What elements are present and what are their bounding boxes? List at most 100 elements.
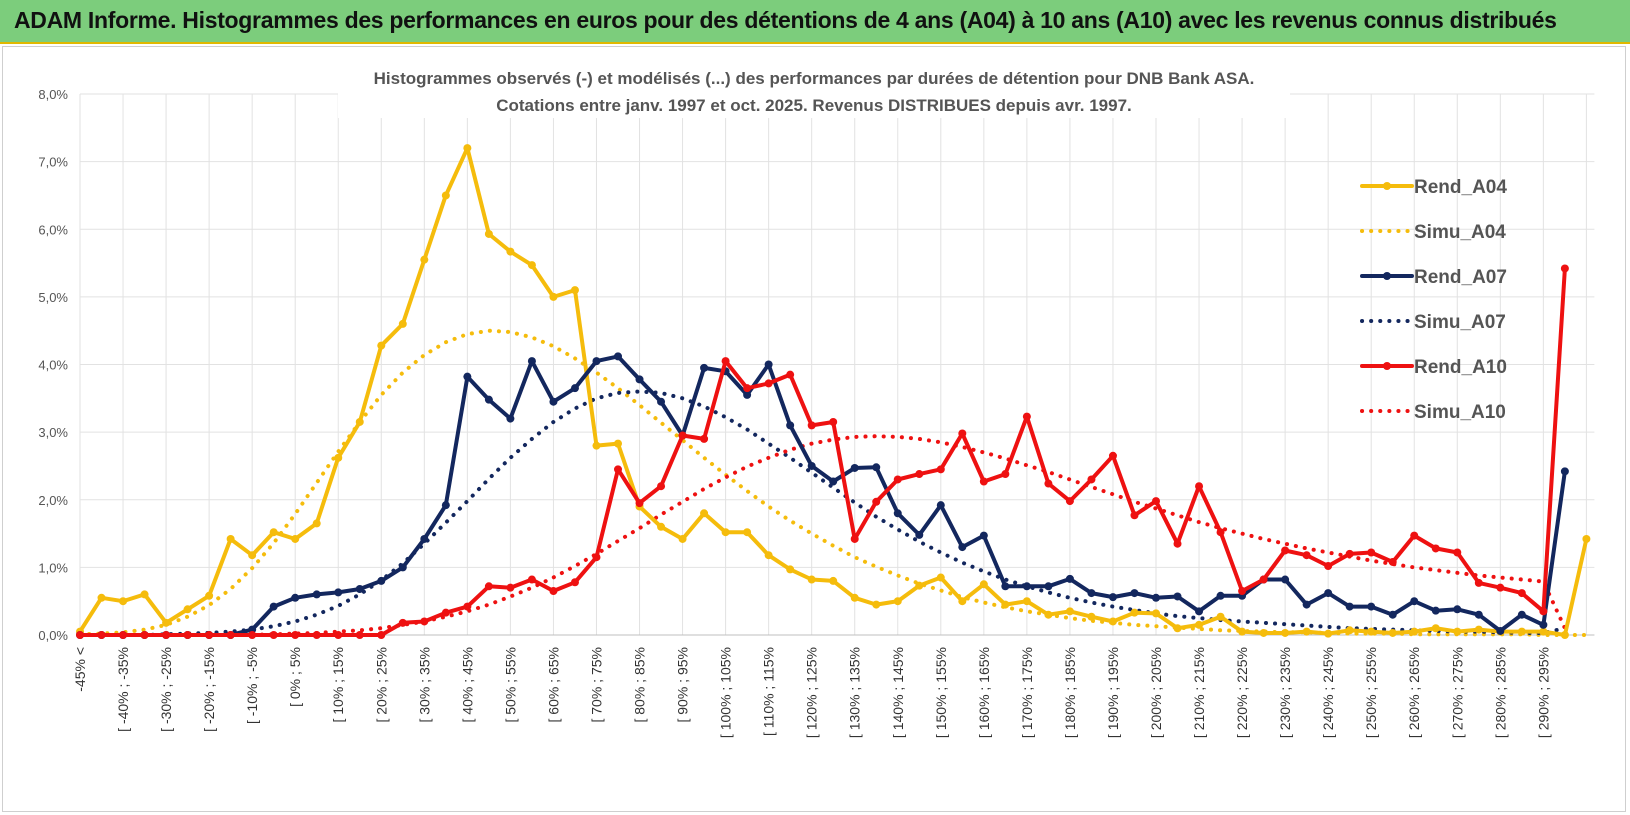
data-point-rend-a07 [355,585,364,594]
data-point-rend-a07 [936,501,945,510]
data-point-rend-a10 [1431,544,1440,553]
x-tick-label: [ 230% ; 235% [1277,647,1293,738]
data-point-rend-a10 [570,578,579,587]
data-point-rend-a04 [291,534,300,543]
data-point-rend-a07 [1281,575,1290,584]
data-point-rend-a10 [1474,578,1483,587]
series-line-rend-a10 [78,266,1567,637]
data-point-rend-a04 [979,580,988,589]
data-point-rend-a10 [1130,511,1139,520]
data-point-rend-a04 [1108,617,1117,626]
data-point-rend-a07 [1410,597,1419,606]
legend: Rend_A04 Simu_A04 Rend_A07 Simu_A07 Rend_A10… [1360,177,1507,423]
x-tick-label: [ 220% ; 225% [1234,647,1250,738]
data-point-rend-a04 [463,144,472,153]
data-point-rend-a04 [657,522,666,531]
data-point-rend-a10 [1302,551,1311,560]
data-point-rend-a04 [527,261,536,270]
data-point-rend-a04 [1582,534,1591,543]
data-point-rend-a10 [958,429,967,438]
x-tick-label: [ 30% ; 35% [416,647,432,723]
data-point-rend-a10 [936,465,945,474]
data-point-rend-a04 [377,341,386,350]
data-point-rend-a10 [678,431,687,440]
series-line-simu-a07 [78,389,1567,637]
data-point-rend-a10 [1173,539,1182,548]
title-background [338,64,1290,118]
data-point-rend-a07 [269,602,278,611]
data-point-rend-a07 [700,363,709,372]
data-point-rend-a10 [140,631,149,639]
data-point-rend-a04 [1001,600,1010,609]
data-point-rend-a07 [570,384,579,393]
data-point-rend-a10 [1517,589,1526,598]
data-point-rend-a04 [1130,608,1139,617]
data-point-rend-a07 [549,397,558,406]
data-point-rend-a07 [592,357,601,366]
data-point-rend-a07 [850,463,859,472]
data-point-rend-a04 [1474,625,1483,634]
data-point-rend-a07 [1022,582,1031,591]
data-point-rend-a10 [1022,412,1031,421]
data-point-rend-a04 [248,551,257,560]
data-point-rend-a07 [1560,467,1569,476]
data-point-rend-a04 [398,319,407,328]
data-point-rend-a04 [786,565,795,574]
data-point-rend-a04 [1517,627,1526,636]
data-point-rend-a07 [1216,591,1225,600]
data-point-rend-a10 [807,421,816,430]
x-tick-label: [ 190% ; 195% [1105,647,1121,738]
data-point-rend-a04 [140,590,149,599]
legend-marker [1383,182,1391,190]
x-tick-label: [ 50% ; 55% [502,647,518,723]
data-point-rend-a10 [183,631,192,639]
data-point-rend-a04 [1324,629,1333,638]
x-tick-label: [ 240% ; 245% [1320,647,1336,738]
data-point-rend-a04 [441,191,450,200]
data-point-rend-a04 [1539,627,1548,636]
data-point-rend-a07 [915,530,924,539]
data-point-rend-a04 [743,528,752,537]
data-point-rend-a10 [506,583,515,592]
data-point-rend-a04 [420,255,429,264]
data-point-rend-a07 [1044,582,1053,591]
x-tick-label: [ 250% ; 255% [1363,647,1379,738]
data-point-rend-a10 [1539,607,1548,616]
legend-marker [1383,362,1391,370]
data-point-rend-a07 [1431,606,1440,615]
data-point-rend-a04 [1345,626,1354,635]
x-tick-label: [ 170% ; 175% [1019,647,1035,738]
data-point-rend-a10 [549,587,558,596]
data-point-rend-a07 [463,372,472,381]
data-point-rend-a07 [635,375,644,384]
x-axis-ticks: -45% < [ -40% ; -35% [ -30% ; -25% [ -20% ;… [72,647,1551,738]
data-point-rend-a10 [291,631,300,639]
data-point-rend-a10 [205,631,214,639]
header-bar: ADAM Informe. Histogrammes des performan… [0,0,1630,44]
data-point-rend-a10 [592,553,601,562]
data-point-rend-a04 [1022,597,1031,606]
data-point-rend-a10 [463,602,472,611]
x-tick-label: [ 10% ; 15% [330,647,346,723]
data-point-rend-a10 [97,631,106,639]
legend-marker [1383,272,1391,280]
data-point-rend-a07 [786,421,795,430]
data-point-rend-a10 [1345,549,1354,558]
data-point-rend-a10 [1087,475,1096,484]
data-point-rend-a04 [226,534,235,543]
data-point-rend-a04 [312,519,321,528]
data-point-rend-a04 [355,417,364,426]
data-point-rend-a07 [893,509,902,518]
data-point-rend-a04 [570,286,579,295]
legend-label: Simu_A04 [1414,222,1506,243]
data-point-rend-a04 [549,292,558,301]
x-tick-label: [ 200% ; 205% [1148,647,1164,738]
data-point-rend-a04 [1453,627,1462,636]
data-point-rend-a10 [119,631,128,639]
series-line-simu-a04 [78,328,1589,637]
data-point-rend-a04 [183,605,192,614]
data-point-rend-a10 [1108,451,1117,460]
data-point-rend-a10 [1560,264,1569,273]
data-point-rend-a07 [1173,592,1182,601]
data-point-rend-a07 [829,477,838,486]
